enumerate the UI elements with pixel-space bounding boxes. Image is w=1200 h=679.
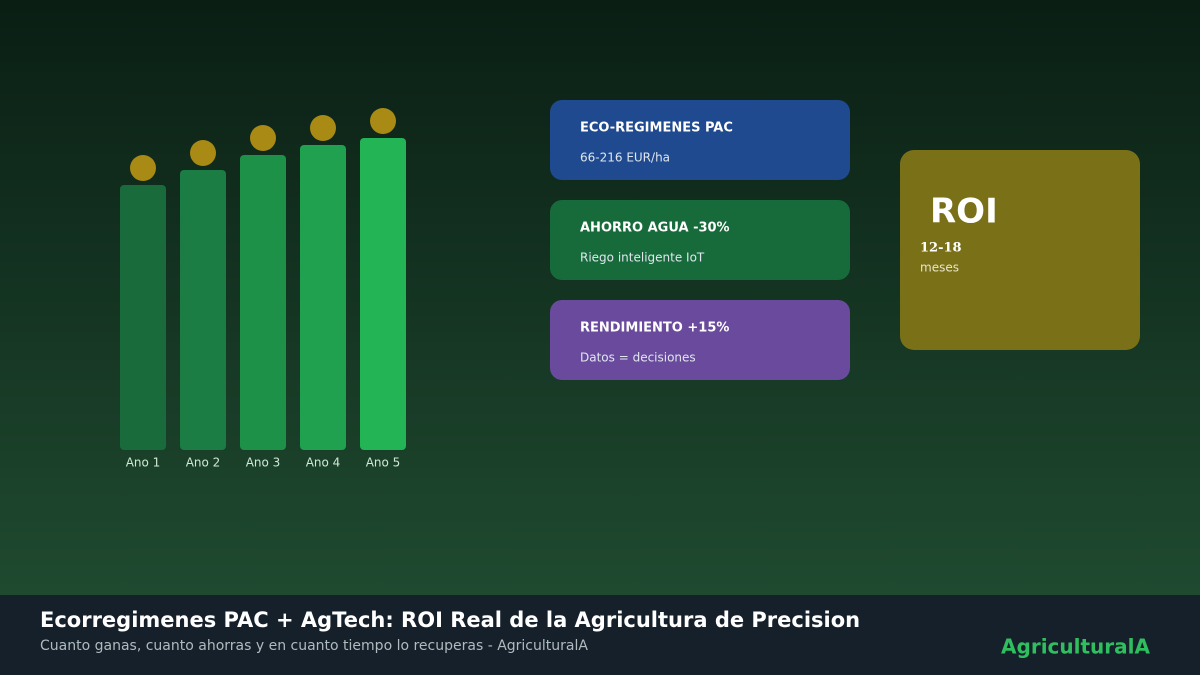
card-text: Datos = decisiones (580, 351, 696, 365)
bar (360, 138, 406, 450)
bar-marker (370, 108, 396, 134)
bar-marker (250, 125, 276, 151)
card-title: RENDIMIENTO +15% (580, 321, 729, 336)
roi-card (900, 150, 1140, 350)
card-text: Riego inteligente IoT (580, 251, 705, 265)
footer (0, 595, 1200, 675)
bar-marker (130, 155, 156, 181)
card-title: ECO-REGIMENES PAC (580, 121, 733, 136)
x-tick-label: Ano 4 (306, 456, 341, 470)
x-tick-label: Ano 1 (126, 456, 161, 470)
card (550, 200, 850, 280)
bar-chart: Ano 1 Ano 2 Ano 3 Ano 4 Ano 5 (120, 108, 406, 470)
footer-title: Ecorregimenes PAC + AgTech: ROI Real de … (40, 608, 860, 632)
bar (240, 155, 286, 450)
x-tick-label: Ano 5 (366, 456, 401, 470)
card-title: AHORRO AGUA -30% (580, 221, 730, 236)
bar (300, 145, 346, 450)
card (550, 300, 850, 380)
bar-marker (310, 115, 336, 141)
card (550, 100, 850, 180)
bar (120, 185, 166, 450)
brand: AgriculturalA (1001, 635, 1150, 659)
bar-marker (190, 140, 216, 166)
x-tick-label: Ano 2 (186, 456, 221, 470)
card-text: 66-216 EUR/ha (580, 151, 670, 165)
footer-subtitle: Cuanto ganas, cuanto ahorras y en cuanto… (40, 638, 588, 654)
roi-title: ROI (930, 192, 998, 232)
bar (180, 170, 226, 450)
roi-value: 12-18 (920, 241, 962, 256)
cards: ECO-REGIMENES PAC 66-216 EUR/ha AHORRO AGU… (550, 100, 850, 380)
roi-unit: meses (920, 261, 959, 275)
x-tick-label: Ano 3 (246, 456, 281, 470)
